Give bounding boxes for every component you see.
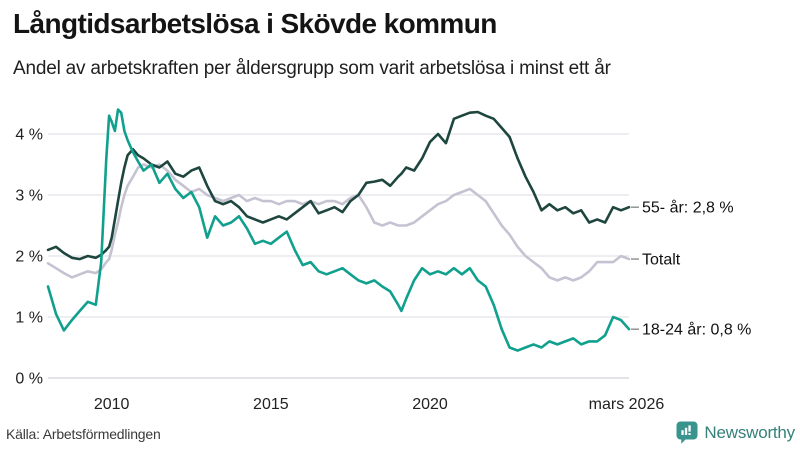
source-caption: Källa: Arbetsförmedlingen xyxy=(6,426,161,442)
series-line-totalt xyxy=(46,163,631,282)
newsworthy-logo-icon xyxy=(676,421,698,444)
y-tick-label: 2 % xyxy=(15,249,43,266)
y-tick-label: 1 % xyxy=(15,310,43,327)
logo-exclamation-dot xyxy=(688,433,692,435)
x-tick-label: mars 2026 xyxy=(589,396,665,413)
series-line-55-år xyxy=(46,110,631,261)
y-tick-label: 4 % xyxy=(15,127,43,144)
series-layer xyxy=(46,108,631,352)
page-title: Långtidsarbetslösa i Skövde kommun xyxy=(13,8,497,39)
y-tick-label: 0 % xyxy=(15,371,43,388)
series-line-18-24-år xyxy=(46,108,631,352)
end-label-55-år: 55- år: 2,8 % xyxy=(642,199,734,217)
y-tick-label: 3 % xyxy=(15,188,43,205)
axis-layer: 0 % 1 % 2 % 3 % 4 % 2010 2015 2020 mars 2026 xyxy=(15,127,664,414)
grid-layer xyxy=(48,133,629,379)
end-label-layer: Totalt 55- år: 2,8 % 18-24 år: 0,8 % xyxy=(631,199,751,339)
x-tick-label: 2010 xyxy=(94,396,130,413)
end-label-totalt: Totalt xyxy=(642,252,681,269)
logo-bar-1 xyxy=(681,430,685,435)
logo-bar-2 xyxy=(685,427,688,435)
logo-exclamation-bar xyxy=(688,425,692,432)
end-label-18-24-år: 18-24 år: 0,8 % xyxy=(642,321,751,339)
x-tick-label: 2015 xyxy=(253,396,289,413)
page-subtitle: Andel av arbetskraften per åldersgrupp s… xyxy=(13,58,611,79)
x-tick-label: 2020 xyxy=(412,396,448,413)
newsworthy-brand: Newsworthy xyxy=(676,421,795,444)
brand-name: Newsworthy xyxy=(704,422,795,442)
